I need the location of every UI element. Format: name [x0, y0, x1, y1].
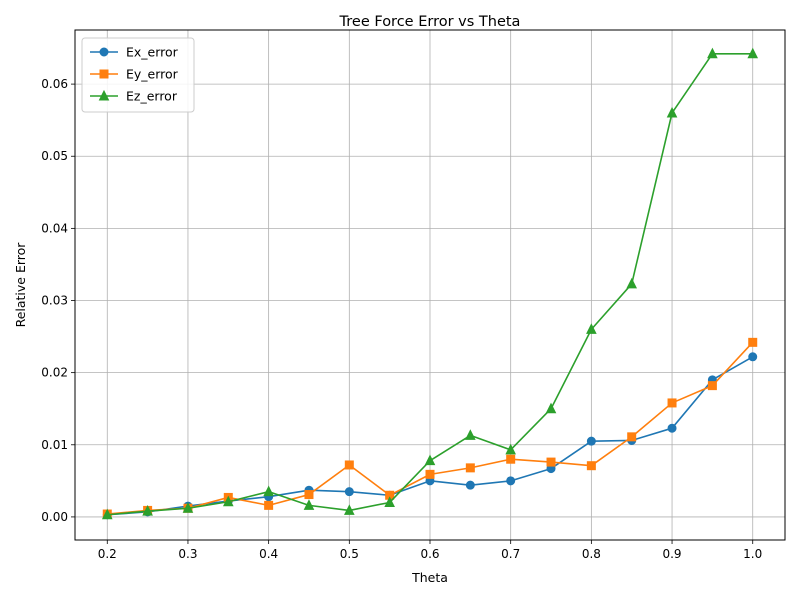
data-point-ez-error — [182, 502, 194, 513]
data-point-ey-error — [546, 457, 556, 467]
data-point-ey-error — [586, 461, 596, 471]
x-tick-label: 1.0 — [743, 547, 762, 561]
data-point-ey-error — [748, 337, 758, 347]
data-point-ey-error — [465, 463, 475, 473]
data-point-ey-error — [707, 381, 717, 391]
data-point-ex-error — [344, 487, 354, 497]
data-point-ey-error — [264, 500, 274, 510]
y-tick-label: 0.02 — [41, 366, 68, 380]
legend-entry-ez-error: Ez_error — [90, 89, 178, 104]
x-tick-label: 0.4 — [259, 547, 278, 561]
data-point-ex-error — [748, 352, 758, 362]
x-tick-label: 0.7 — [501, 547, 520, 561]
data-point-ez-error — [626, 277, 638, 289]
legend-marker-ey-error — [99, 69, 109, 79]
y-tick-label: 0.03 — [41, 294, 68, 308]
data-point-ez-error — [222, 495, 234, 507]
data-point-ez-error — [505, 443, 516, 455]
x-tick-label: 0.6 — [420, 547, 439, 561]
y-tick-label: 0.06 — [41, 77, 68, 91]
legend-label-ex-error: Ex_error — [126, 45, 179, 60]
data-point-ez-error — [707, 47, 718, 59]
legend-label-ey-error: Ey_error — [126, 67, 179, 82]
data-point-ez-error — [545, 402, 557, 414]
x-tick-label: 0.9 — [662, 547, 681, 561]
data-point-ex-error — [586, 436, 596, 446]
data-point-ey-error — [667, 398, 677, 408]
series-ez-error — [101, 47, 759, 520]
y-tick-label: 0.00 — [41, 510, 68, 524]
data-point-ez-error — [384, 496, 395, 507]
y-tick-label: 0.01 — [41, 438, 68, 452]
data-point-ex-error — [667, 423, 677, 433]
x-axis-label: Theta — [411, 570, 448, 585]
data-point-ex-error — [506, 476, 516, 486]
data-point-ez-error — [101, 508, 113, 520]
plot-series — [101, 47, 759, 520]
legend-label-ez-error: Ez_error — [126, 89, 178, 104]
legend-entry-ex-error: Ex_error — [90, 45, 179, 60]
x-tick-label: 0.5 — [340, 547, 359, 561]
x-tick-label: 0.8 — [582, 547, 601, 561]
y-tick-label: 0.05 — [41, 149, 68, 163]
data-point-ey-error — [344, 460, 354, 470]
data-point-ex-error — [465, 480, 475, 490]
data-point-ez-error — [303, 499, 315, 510]
legend-entry-ey-error: Ey_error — [90, 67, 179, 82]
data-point-ez-error — [586, 323, 597, 334]
y-tick-label: 0.04 — [41, 221, 68, 235]
x-tick-label: 0.2 — [98, 547, 117, 561]
data-point-ez-error — [666, 106, 678, 118]
data-point-ez-error — [263, 485, 274, 497]
y-axis-label: Relative Error — [13, 242, 28, 328]
axes: 0.2 0.3 0.4 0.5 0.6 0.7 0.8 0.9 1.0 0.00 0.01 0.02 0… — [41, 77, 762, 561]
data-point-ey-error — [425, 469, 435, 479]
legend-box — [81, 37, 195, 113]
data-point-ez-error — [747, 47, 759, 59]
data-point-ey-error — [506, 454, 516, 464]
data-point-ez-error — [465, 429, 476, 440]
data-point-ey-error — [627, 432, 637, 442]
chart-title: Tree Force Error vs Theta — [339, 14, 521, 30]
data-point-ey-error — [304, 490, 314, 500]
data-point-ez-error — [344, 504, 355, 515]
legend: Ex_error Ey_error Ez_error — [81, 37, 195, 113]
legend-marker-ex-error — [99, 47, 109, 57]
data-point-ez-error — [142, 505, 153, 516]
data-point-ez-error — [424, 454, 436, 466]
legend-marker-ez-error — [98, 89, 110, 101]
x-tick-label: 0.3 — [178, 547, 197, 561]
